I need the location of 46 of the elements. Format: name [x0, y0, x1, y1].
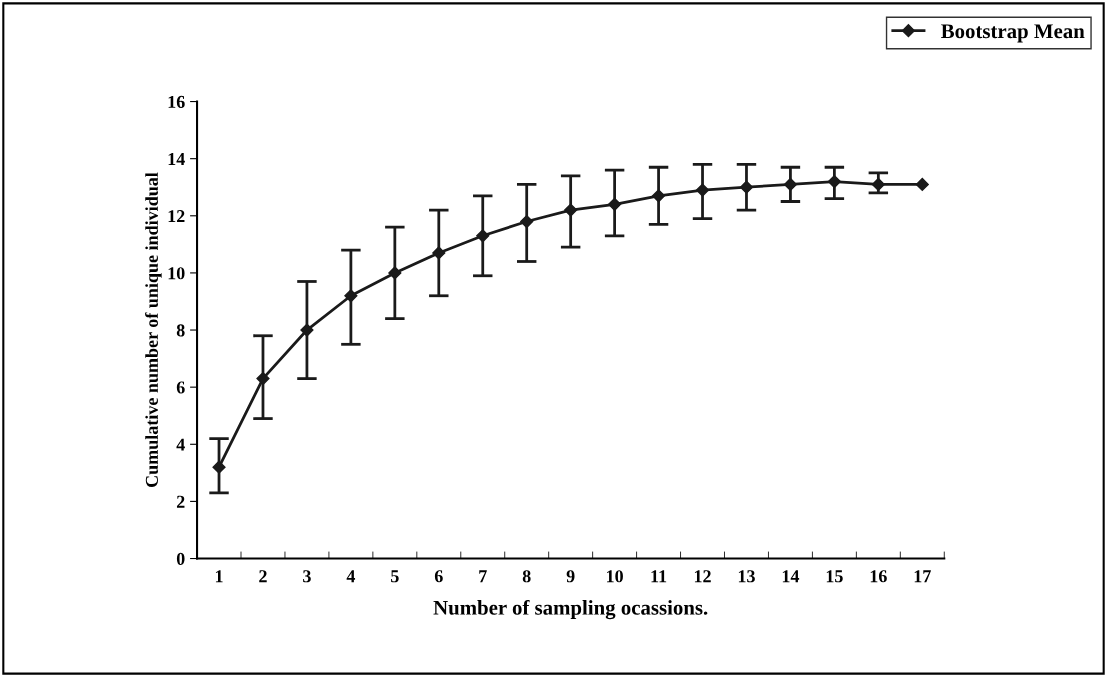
- x-tick-label: 4: [346, 570, 356, 583]
- x-tick-label: 13: [738, 570, 755, 583]
- y-tick-label: 10: [168, 267, 185, 280]
- x-tick-label: 6: [434, 570, 443, 583]
- legend-label: Bootstrap Mean: [941, 24, 1085, 43]
- x-tick-label: 2: [259, 570, 267, 583]
- x-tick-label: 16: [870, 570, 887, 583]
- point: [300, 323, 314, 337]
- point: [915, 177, 929, 191]
- y-tick-label: 12: [168, 210, 185, 223]
- point: [783, 177, 798, 191]
- y-axis-title: Cumulative number of unique individual: [145, 172, 162, 488]
- point: [256, 372, 270, 386]
- y-tick-label: 8: [176, 324, 185, 337]
- x-tick-label: 15: [826, 570, 843, 583]
- x-axis-title: Number of sampling ocassions.: [433, 599, 708, 620]
- point: [388, 266, 402, 280]
- point: [432, 246, 446, 260]
- y-tick-label: 2: [176, 495, 185, 508]
- x-tick-label: 14: [782, 570, 800, 583]
- point: [344, 289, 358, 303]
- y-tick-label: 14: [168, 153, 185, 165]
- y-tick-label: 4: [176, 438, 185, 451]
- x-tick-label: 5: [391, 570, 399, 583]
- point: [695, 183, 710, 197]
- x-tick-label: 17: [914, 570, 931, 583]
- point: [651, 189, 666, 203]
- point: [212, 460, 226, 474]
- point: [827, 174, 841, 189]
- point: [608, 197, 622, 211]
- x-tick-label: 10: [607, 570, 623, 583]
- y-tick-label: 6: [176, 381, 185, 394]
- y-tick-label: 0: [176, 552, 185, 565]
- point: [564, 203, 578, 217]
- x-tick-label: 1: [215, 570, 223, 583]
- point: [476, 229, 490, 243]
- point: [739, 180, 754, 194]
- x-tick-label: 11: [651, 570, 667, 583]
- x-tick-label: 8: [522, 570, 531, 583]
- x-tick-label: 3: [303, 570, 311, 583]
- y-tick-label: 16: [168, 95, 185, 108]
- point: [520, 214, 534, 229]
- x-tick-label: 9: [566, 570, 575, 583]
- x-tick-label: 12: [694, 570, 711, 583]
- point: [871, 177, 885, 191]
- x-tick-label: 7: [479, 570, 487, 583]
